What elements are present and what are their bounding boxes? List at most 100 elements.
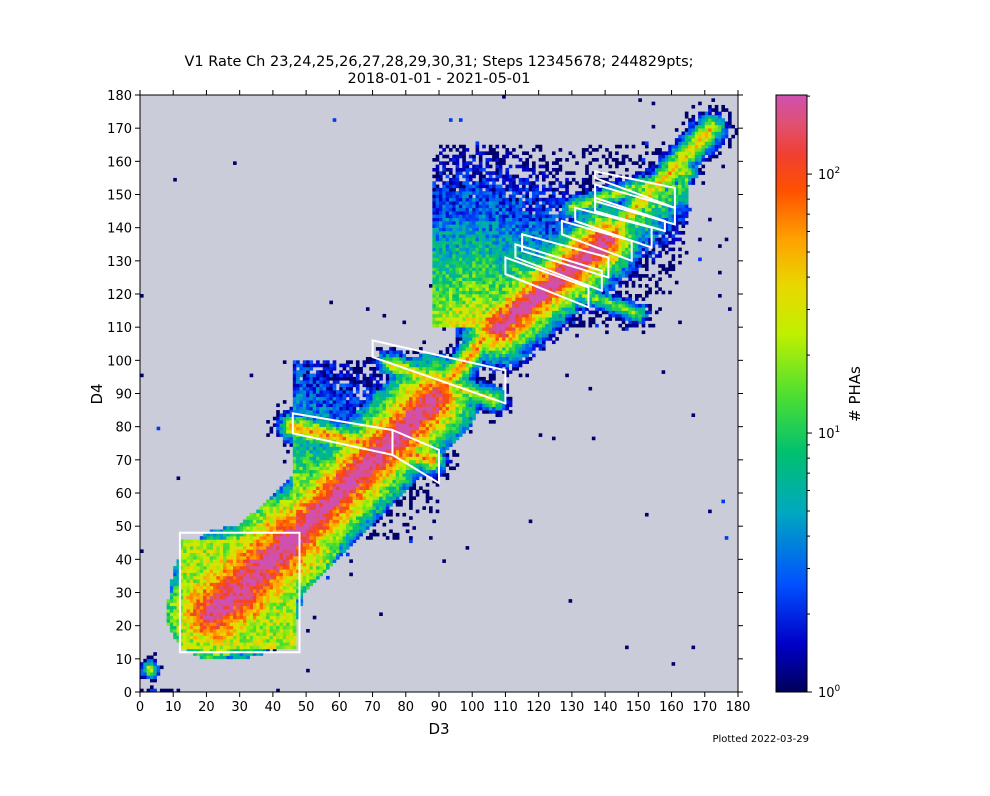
heatmap-cell bbox=[312, 463, 317, 467]
heatmap-cell bbox=[448, 177, 453, 182]
heatmap-cell bbox=[345, 363, 350, 368]
heatmap-cell bbox=[369, 463, 373, 467]
heatmap-cell bbox=[199, 609, 204, 613]
heatmap-cell bbox=[169, 579, 174, 583]
heatmap-cell bbox=[448, 396, 453, 401]
heatmap-cell bbox=[186, 575, 191, 580]
heatmap-cell bbox=[266, 526, 270, 530]
heatmap-cell bbox=[332, 413, 337, 418]
heatmap-cell bbox=[249, 519, 254, 524]
heatmap-cell bbox=[289, 632, 294, 636]
heatmap-cell bbox=[213, 655, 217, 660]
heatmap-cell bbox=[432, 357, 436, 361]
heatmap-cell bbox=[439, 194, 443, 199]
heatmap-cell bbox=[349, 463, 353, 467]
heatmap-cell bbox=[458, 297, 463, 301]
heatmap-cell bbox=[445, 456, 450, 461]
heatmap-cell bbox=[276, 512, 280, 517]
heatmap-cell bbox=[276, 539, 280, 544]
heatmap-cell bbox=[448, 247, 453, 252]
heatmap-cell bbox=[472, 257, 476, 262]
heatmap-cell bbox=[252, 615, 257, 620]
heatmap-cell bbox=[252, 556, 257, 560]
heatmap-cell bbox=[359, 469, 363, 474]
heatmap-cell bbox=[409, 390, 413, 394]
heatmap-cell bbox=[299, 502, 304, 507]
heatmap-cell bbox=[279, 615, 284, 620]
heatmap-cell bbox=[402, 320, 407, 325]
heatmap-cell bbox=[435, 317, 440, 321]
heatmap-cell bbox=[379, 612, 383, 617]
heatmap-cell bbox=[272, 546, 277, 550]
heatmap-cell bbox=[395, 410, 400, 414]
heatmap-cell bbox=[385, 390, 390, 394]
heatmap-cell bbox=[439, 257, 443, 262]
heatmap-cell bbox=[186, 625, 191, 630]
heatmap-cell bbox=[223, 615, 227, 620]
heatmap-cell bbox=[332, 506, 337, 510]
heatmap-cell bbox=[402, 469, 407, 474]
heatmap-cell bbox=[179, 642, 184, 646]
heatmap-cell bbox=[365, 526, 370, 530]
heatmap-cell bbox=[289, 592, 294, 597]
heatmap-cell bbox=[239, 648, 244, 653]
heatmap-cell bbox=[359, 512, 363, 517]
heatmap-cell bbox=[322, 406, 327, 411]
heatmap-cell bbox=[319, 426, 324, 431]
heatmap-cell bbox=[332, 516, 337, 520]
heatmap-cell bbox=[316, 376, 320, 381]
heatmap-cell bbox=[462, 366, 466, 371]
heatmap-cell bbox=[309, 506, 314, 510]
heatmap-cell bbox=[385, 366, 390, 371]
heatmap-cell bbox=[395, 396, 400, 401]
heatmap-cell bbox=[405, 360, 410, 364]
heatmap-cell bbox=[216, 575, 221, 580]
heatmap-cell bbox=[345, 512, 350, 517]
heatmap-cell bbox=[166, 605, 171, 610]
heatmap-cell bbox=[289, 552, 294, 557]
heatmap-cell bbox=[375, 433, 380, 437]
heatmap-cell bbox=[259, 635, 264, 640]
heatmap-cell bbox=[365, 493, 370, 497]
heatmap-cell bbox=[465, 171, 470, 175]
heatmap-cell bbox=[203, 592, 207, 597]
heatmap-cell bbox=[173, 628, 177, 633]
heatmap-cell bbox=[306, 426, 310, 431]
heatmap-cell bbox=[336, 506, 340, 510]
heatmap-cell bbox=[415, 469, 420, 474]
heatmap-cell bbox=[179, 542, 184, 547]
heatmap-cell bbox=[442, 303, 446, 308]
heatmap-cell bbox=[276, 529, 280, 534]
heatmap-cell bbox=[345, 499, 350, 504]
heatmap-cell bbox=[375, 493, 380, 497]
heatmap-cell bbox=[249, 589, 254, 593]
heatmap-cell bbox=[448, 410, 453, 414]
heatmap-cell bbox=[309, 489, 314, 494]
heatmap-cell bbox=[419, 413, 423, 418]
heatmap-cell bbox=[316, 506, 320, 510]
heatmap-cell bbox=[432, 400, 436, 404]
heatmap-cell bbox=[146, 688, 151, 693]
heatmap-cell bbox=[389, 400, 393, 404]
heatmap-cell bbox=[216, 562, 221, 567]
heatmap-cell bbox=[372, 489, 377, 494]
heatmap-cell bbox=[193, 592, 197, 597]
heatmap-cell bbox=[302, 579, 307, 583]
heatmap-cell bbox=[206, 556, 211, 560]
heatmap-cell bbox=[379, 506, 383, 510]
heatmap-cell bbox=[302, 426, 307, 431]
heatmap-cell bbox=[279, 502, 284, 507]
heatmap-cell bbox=[256, 605, 260, 610]
heatmap-cell bbox=[329, 446, 333, 451]
heatmap-cell bbox=[326, 453, 330, 457]
heatmap-cell bbox=[422, 383, 427, 388]
heatmap-cell bbox=[213, 549, 217, 553]
heatmap-cell bbox=[442, 386, 446, 391]
heatmap-cell bbox=[239, 602, 244, 607]
heatmap-cell bbox=[256, 619, 260, 623]
heatmap-cell bbox=[458, 416, 463, 421]
heatmap-cell bbox=[299, 443, 304, 447]
heatmap-cell bbox=[392, 366, 397, 371]
heatmap-cell bbox=[199, 589, 204, 593]
heatmap-cell bbox=[409, 376, 413, 381]
